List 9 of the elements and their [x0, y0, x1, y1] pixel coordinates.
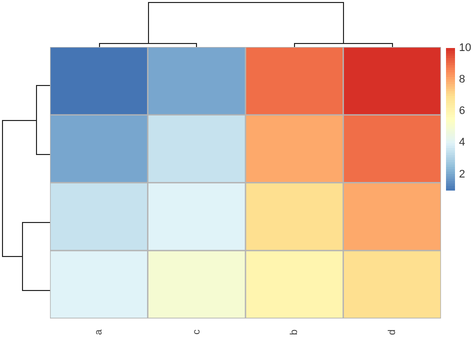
x-tick-label: b — [289, 329, 300, 335]
color-bar-label: 2 — [459, 168, 466, 180]
color-bar-label: 4 — [459, 136, 466, 149]
x-tick-label: c — [191, 329, 202, 334]
color-bar-label: 10 — [459, 42, 472, 54]
color-bar-label: 6 — [459, 105, 466, 118]
color-bar-label: 8 — [459, 74, 466, 86]
x-tick-label: d — [386, 329, 398, 335]
x-tick-label: a — [94, 329, 105, 335]
